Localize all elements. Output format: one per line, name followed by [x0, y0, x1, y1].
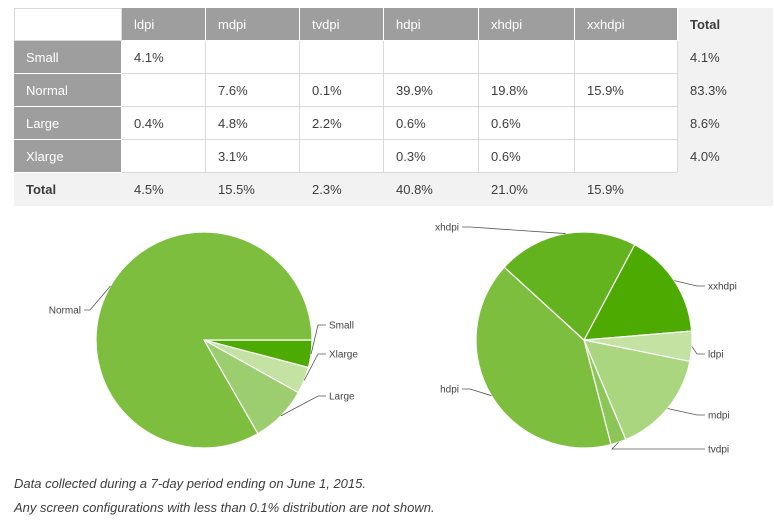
table-cell: [575, 107, 678, 140]
table-cell: 0.4%: [122, 107, 206, 140]
table-cell: [122, 140, 206, 173]
table-cell: 0.6%: [479, 107, 575, 140]
table-cell: 0.3%: [384, 140, 479, 173]
totals-row-empty: [678, 173, 773, 206]
pie-label-hdpi: hdpi: [440, 385, 459, 396]
pie-label-line: [462, 388, 492, 397]
table-cell: [575, 140, 678, 173]
table-cell: 2.2%: [300, 107, 384, 140]
pie-label-small: Small: [329, 321, 354, 332]
distribution-table: ldpi mdpi tvdpi hdpi xhdpi xxhdpi Total Small 4.…: [14, 8, 773, 206]
pie-label-xxhdpi: xxhdpi: [708, 282, 737, 293]
pie-label-line: [674, 280, 705, 287]
table-cell: 19.8%: [479, 74, 575, 107]
table-cell: 3.1%: [206, 140, 300, 173]
data-collection-note: Data collected during a 7-day period end…: [14, 476, 366, 491]
pie-label-tvdpi: tvdpi: [708, 445, 729, 456]
pie-slice-hdpi: [475, 266, 612, 449]
pie-label-line: [303, 353, 326, 381]
pie-slice-xxhdpi: [582, 243, 693, 341]
pie-label-normal: Normal: [49, 306, 81, 317]
pie-slice-xhdpi: [503, 231, 636, 341]
screen-size-pie-chart: Small Xlarge Large Normal: [49, 231, 358, 449]
row-header-small: Small: [14, 41, 122, 74]
column-total-cell: 40.8%: [384, 173, 479, 206]
table-cell: 15.9%: [575, 74, 678, 107]
pie-label-xhdpi: xhdpi: [435, 223, 459, 234]
column-header-xhdpi: xhdpi: [479, 8, 575, 41]
table-cell: [122, 74, 206, 107]
table-cell: [479, 41, 575, 74]
column-header-ldpi: ldpi: [122, 8, 206, 41]
pie-label-line: [462, 226, 566, 234]
column-total-cell: 4.5%: [122, 173, 206, 206]
table-cell: 7.6%: [206, 74, 300, 107]
totals-row-label: Total: [14, 173, 122, 206]
pie-label-large: Large: [329, 392, 355, 403]
row-total-cell: 83.3%: [678, 74, 773, 107]
table-cell: 0.6%: [384, 107, 479, 140]
column-header-tvdpi: tvdpi: [300, 8, 384, 41]
column-header-total: Total: [678, 8, 773, 41]
pie-slice-mdpi: [583, 339, 691, 441]
table-cell: 4.8%: [206, 107, 300, 140]
row-total-cell: 8.6%: [678, 107, 773, 140]
pie-label-line: [667, 408, 705, 416]
table-corner: [14, 8, 122, 41]
column-header-xxhdpi: xxhdpi: [575, 8, 678, 41]
row-header-normal: Normal: [14, 74, 122, 107]
table-cell: [300, 140, 384, 173]
pie-label-ldpi: ldpi: [708, 350, 724, 361]
pie-label-line: [280, 395, 326, 417]
screen-density-pie-chart: xxhdpi ldpi mdpi tvdpi hdpi xhdpi: [435, 223, 737, 456]
row-total-cell: 4.0%: [678, 140, 773, 173]
table-cell: 4.1%: [122, 41, 206, 74]
pie-label-xlarge: Xlarge: [329, 350, 358, 361]
table-cell: 0.6%: [479, 140, 575, 173]
pie-label-line: [611, 442, 705, 450]
column-header-mdpi: mdpi: [206, 8, 300, 41]
pie-label-line: [310, 324, 326, 354]
row-header-xlarge: Xlarge: [14, 140, 122, 173]
column-total-cell: 21.0%: [479, 173, 575, 206]
table-cell: 39.9%: [384, 74, 479, 107]
column-total-cell: 15.5%: [206, 173, 300, 206]
pie-label-line: [691, 346, 705, 355]
table-cell: 0.1%: [300, 74, 384, 107]
table-cell: [300, 41, 384, 74]
threshold-note: Any screen configurations with less than…: [14, 500, 435, 515]
column-total-cell: 15.9%: [575, 173, 678, 206]
pie-label-mdpi: mdpi: [708, 411, 730, 422]
row-header-large: Large: [14, 107, 122, 140]
table-cell: [575, 41, 678, 74]
row-total-cell: 4.1%: [678, 41, 773, 74]
pie-label-line: [84, 285, 111, 311]
column-header-hdpi: hdpi: [384, 8, 479, 41]
table-cell: [206, 41, 300, 74]
table-cell: [384, 41, 479, 74]
column-total-cell: 2.3%: [300, 173, 384, 206]
